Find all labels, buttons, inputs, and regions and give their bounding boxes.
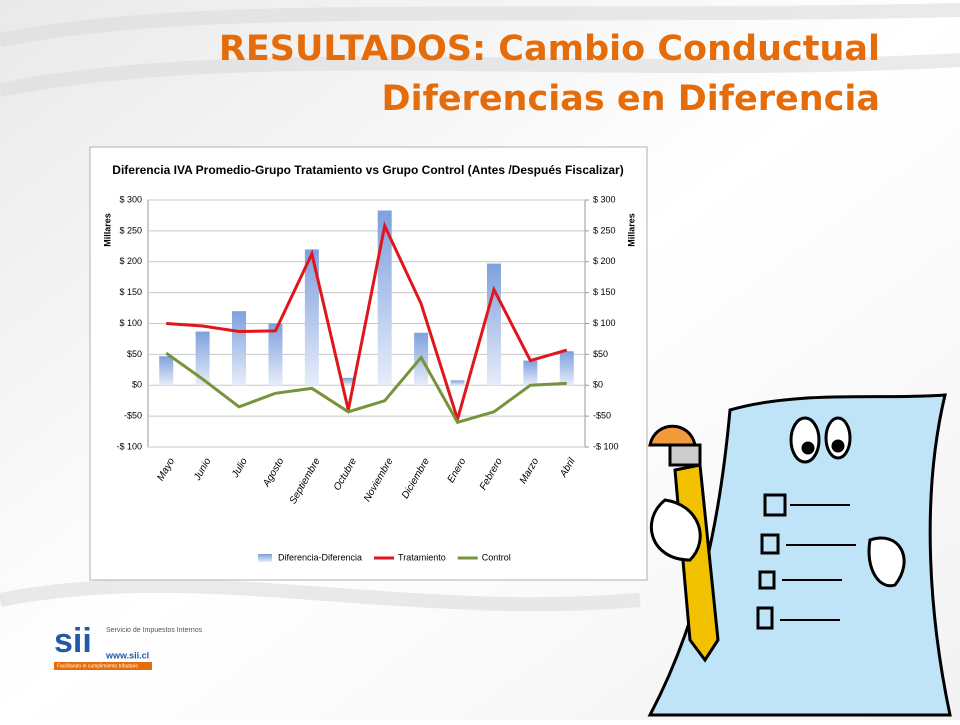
bar xyxy=(523,360,538,386)
bar xyxy=(559,351,574,386)
slide-title: RESULTADOS: Cambio Conductual xyxy=(219,29,880,69)
cartoon xyxy=(647,393,952,717)
chart-title: Diferencia IVA Promedio-Grupo Tratamient… xyxy=(112,163,623,177)
y-tick-label: $50 xyxy=(127,349,142,359)
legend-swatch xyxy=(258,554,272,562)
y2-tick-label: $ 150 xyxy=(593,287,616,297)
y-tick-label: -$ 100 xyxy=(116,441,142,451)
legend-label: Control xyxy=(482,552,511,562)
bar xyxy=(304,249,319,386)
y2-tick-label: $ 200 xyxy=(593,256,616,266)
y-tick-label: $ 300 xyxy=(119,194,142,204)
y2-tick-label: $ 100 xyxy=(593,318,616,328)
logo-tagline: Facilitando el cumplimiento tributario xyxy=(57,663,138,669)
y2-tick-label: -$ 100 xyxy=(593,441,619,451)
y-tick-label: -$50 xyxy=(124,411,142,421)
bar xyxy=(341,377,356,386)
logo-url: www.sii.cl xyxy=(105,650,149,660)
y-tick-label: $ 250 xyxy=(119,225,142,235)
logo-band xyxy=(54,662,152,670)
y-tick-label: $ 100 xyxy=(119,318,142,328)
bar xyxy=(195,331,210,386)
bar xyxy=(159,356,174,386)
bar xyxy=(450,380,465,386)
bar xyxy=(232,311,247,386)
y-tick-label: $ 150 xyxy=(119,287,142,297)
logo-name: Servicio de Impuestos Internos xyxy=(106,627,203,634)
bar xyxy=(377,210,392,386)
legend-label: Diferencia-Diferencia xyxy=(278,552,362,562)
swoosh xyxy=(0,3,960,612)
y2-tick-label: -$50 xyxy=(593,411,611,421)
logo-mark: sii xyxy=(54,622,92,660)
y-tick-label: $0 xyxy=(132,380,142,390)
line xyxy=(165,351,567,425)
bar xyxy=(486,263,501,386)
legend-label: Tratamiento xyxy=(398,552,446,562)
bar xyxy=(268,323,283,386)
line xyxy=(166,221,568,425)
y-axis-label: Millares xyxy=(102,213,112,247)
y2-tick-label: $ 300 xyxy=(593,194,616,204)
slide-title: Diferencias en Diferencia xyxy=(382,79,880,119)
y2-tick-label: $ 250 xyxy=(593,225,616,235)
y-tick-label: $ 200 xyxy=(119,256,142,266)
y2-tick-label: $50 xyxy=(593,349,608,359)
y2-tick-label: $0 xyxy=(593,380,603,390)
y2-axis-label: Millares xyxy=(626,213,636,247)
